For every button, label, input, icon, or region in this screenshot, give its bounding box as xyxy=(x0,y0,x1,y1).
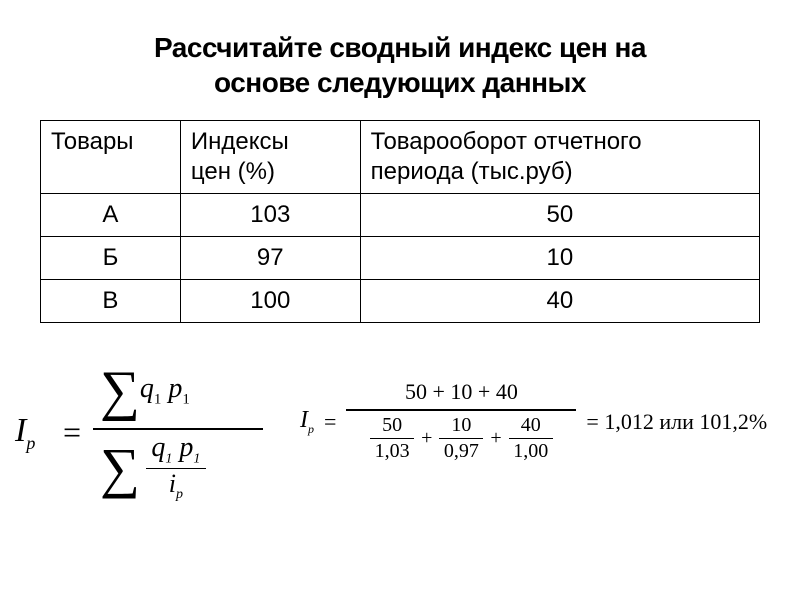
sym-p: p xyxy=(168,373,182,404)
inner-den: ip xyxy=(146,470,206,503)
fraction-denominator: 50 1,03 + 10 0,97 + 40 1,00 xyxy=(346,411,576,463)
data-table: Товары Индексы цен (%) Товарооборот отче… xyxy=(40,120,760,323)
sym-p-sub: 1 xyxy=(193,452,200,467)
numerator-symbolic: ∑ q1 p1 xyxy=(100,356,260,426)
plus-sign: + xyxy=(421,428,432,448)
sym-q: q xyxy=(151,432,165,463)
sigma-icon: ∑ xyxy=(100,363,140,419)
table-header-row: Товары Индексы цен (%) Товарооборот отче… xyxy=(41,121,760,194)
fraction-numerator: 50 + 10 + 40 xyxy=(346,381,576,409)
den-term: 10 0,97 xyxy=(439,415,483,463)
sym-i: i xyxy=(169,469,176,498)
sigma-icon: ∑ xyxy=(100,437,140,499)
header-index-l1: Индексы xyxy=(191,128,289,155)
formula-numeric: Ip = 50 + 10 + 40 50 1,03 + 10 0,97 xyxy=(300,381,767,462)
den-term: 50 1,03 xyxy=(370,415,414,463)
sym-p-sub: 1 xyxy=(182,391,190,407)
sym-q: q xyxy=(140,373,154,404)
lhs-Ip-small: Ip xyxy=(300,407,314,437)
cell-index: 103 xyxy=(180,194,360,237)
header-index-l2: цен (%) xyxy=(191,158,275,185)
cell-index: 100 xyxy=(180,280,360,323)
cell-turnover: 10 xyxy=(360,237,759,280)
den-term: 40 1,00 xyxy=(509,415,553,463)
equals-sign: = xyxy=(63,414,81,451)
header-turnover: Товарооборот отчетного периода (тыс.руб) xyxy=(360,121,759,194)
big-fraction: 50 + 10 + 40 50 1,03 + 10 0,97 + xyxy=(346,381,576,462)
slide-root: Рассчитайте сводный индекс цен на основе… xyxy=(0,0,800,600)
den-den: 1,00 xyxy=(509,439,553,462)
header-index: Индексы цен (%) xyxy=(180,121,360,194)
header-turnover-l2: периода (тыс.руб) xyxy=(371,158,573,185)
denominator-symbolic: ∑ q1 p1 ip xyxy=(100,434,260,503)
den-num: 10 xyxy=(439,415,483,438)
sym-q-sub: 1 xyxy=(154,391,162,407)
header-goods: Товары xyxy=(41,121,181,194)
lhs-Ip: Ip xyxy=(15,412,35,454)
result-text: = 1,012 или 101,2% xyxy=(586,409,767,435)
den-num: 40 xyxy=(509,415,553,438)
sym-p: p xyxy=(179,432,193,463)
lhs-p: p xyxy=(308,421,314,435)
title-line-2: основе следующих данных xyxy=(214,67,586,98)
sym-q-sub: 1 xyxy=(165,452,172,467)
table-row: Б 97 10 xyxy=(41,237,760,280)
slide-title: Рассчитайте сводный индекс цен на основе… xyxy=(40,30,760,100)
lhs-I: I xyxy=(15,412,26,449)
main-fraction-bar xyxy=(93,428,263,430)
cell-name: В xyxy=(41,280,181,323)
den-den: 1,03 xyxy=(370,439,414,462)
inner-fraction: q1 p1 ip xyxy=(146,434,206,503)
table-row: А 103 50 xyxy=(41,194,760,237)
title-line-1: Рассчитайте сводный индекс цен на xyxy=(154,32,646,63)
cell-name: Б xyxy=(41,237,181,280)
cell-turnover: 50 xyxy=(360,194,759,237)
plus-sign: + xyxy=(490,428,501,448)
lhs-I: I xyxy=(300,407,308,433)
sym-i-sub: p xyxy=(176,487,183,502)
table-row: В 100 40 xyxy=(41,280,760,323)
cell-name: А xyxy=(41,194,181,237)
cell-index: 97 xyxy=(180,237,360,280)
equals-sign: = xyxy=(324,409,336,435)
formula-area: Ip = ∑ q1 p1 ∑ q1 p1 ip xyxy=(40,341,800,541)
header-turnover-l1: Товарооборот отчетного xyxy=(371,128,642,155)
den-num: 50 xyxy=(370,415,414,438)
q1p1-num: q1 p1 xyxy=(140,375,190,408)
den-den: 0,97 xyxy=(439,439,483,462)
inner-num: q1 p1 xyxy=(146,434,206,467)
cell-turnover: 40 xyxy=(360,280,759,323)
lhs-p: p xyxy=(26,433,35,453)
